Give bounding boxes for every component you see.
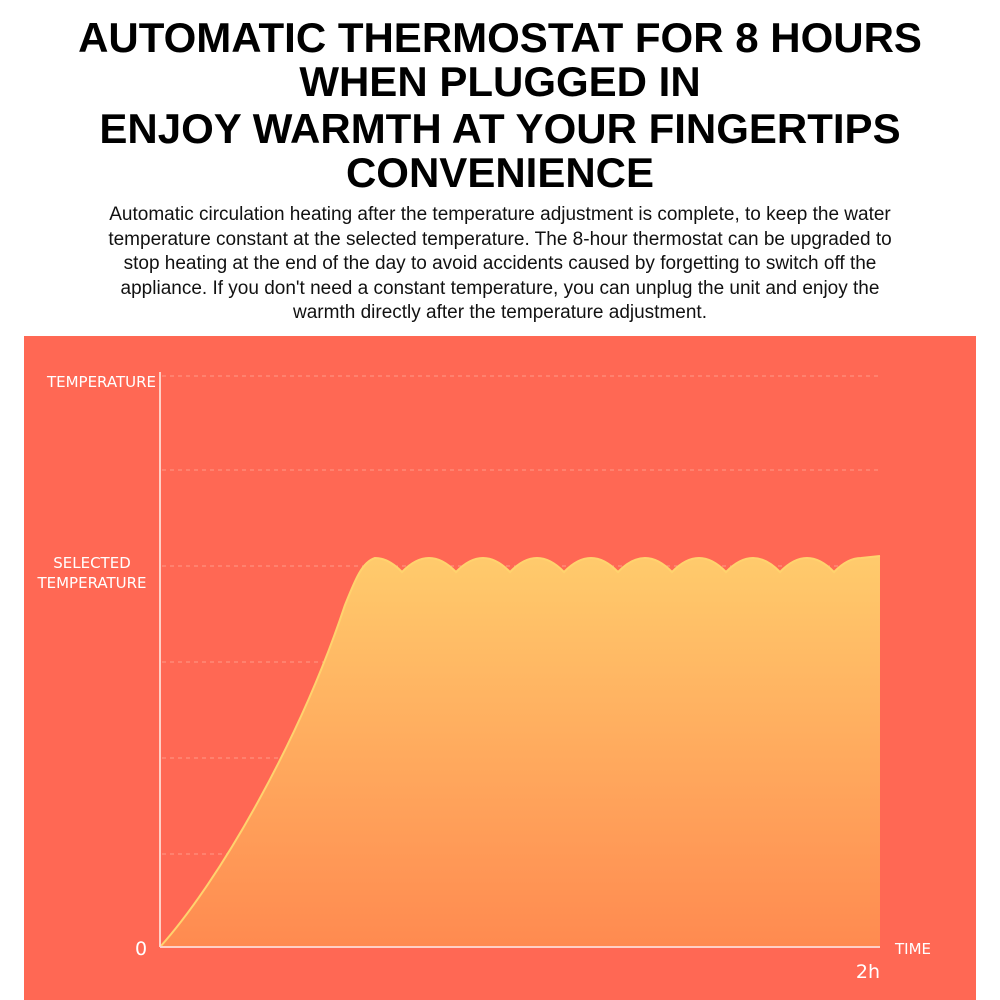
body-line: warmth directly after the temperature ad… — [292, 302, 707, 323]
y-axis-label: TEMPERATURE — [46, 373, 156, 391]
body-line: Automatic circulation heating after the … — [109, 204, 891, 225]
body-line: appliance. If you don't need a constant … — [121, 278, 880, 299]
selected-label: SELECTED — [53, 554, 131, 572]
title-line: WHEN PLUGGED IN — [299, 58, 700, 105]
body-line: temperature constant at the selected tem… — [108, 229, 891, 250]
title-line: AUTOMATIC THERMOSTAT FOR 8 HOURS — [78, 14, 922, 61]
title-line: ENJOY WARMTH AT YOUR FINGERTIPS — [99, 105, 900, 152]
origin-label: 0 — [135, 938, 147, 960]
x-end-label: 2h — [856, 961, 880, 983]
title-line: CONVENIENCE — [346, 149, 654, 196]
x-axis-label: TIME — [894, 940, 931, 958]
body-line: stop heating at the end of the day to av… — [124, 253, 877, 274]
selected-label: TEMPERATURE — [36, 574, 146, 592]
temperature-curve — [159, 555, 881, 948]
temperature-area — [160, 556, 880, 947]
